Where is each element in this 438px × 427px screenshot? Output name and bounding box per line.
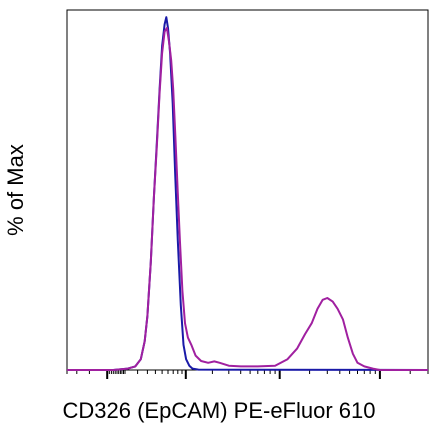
plot-frame xyxy=(66,9,429,371)
histogram-series-2 xyxy=(67,27,428,371)
x-axis-ticks xyxy=(66,370,429,379)
histogram-series-1 xyxy=(67,16,429,371)
x-axis-label: CD326 (EpCAM) PE-eFluor 610 xyxy=(62,398,376,423)
y-axis-label: % of Max xyxy=(3,144,28,236)
histogram-curves xyxy=(67,16,429,371)
